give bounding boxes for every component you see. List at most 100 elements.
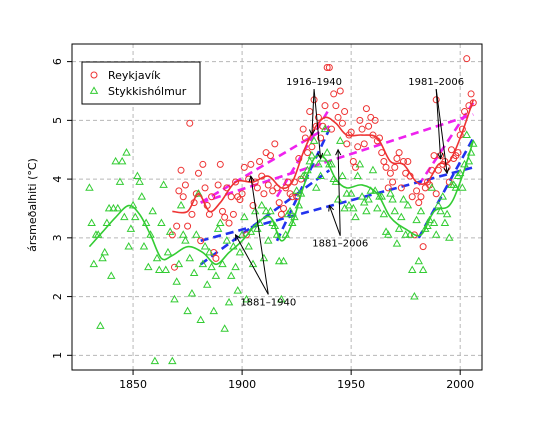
- point-stykkisholmur: [257, 200, 266, 209]
- point-reykjavik: [349, 157, 357, 165]
- annotation-arrowhead: [437, 152, 444, 160]
- point-stykkisholmur: [355, 159, 365, 168]
- point-reykjavik: [299, 125, 307, 133]
- point-reykjavik: [221, 213, 229, 221]
- annotation-label: 1916–1940: [286, 77, 342, 88]
- point-stykkisholmur: [233, 286, 243, 294]
- annotation-arrowhead: [248, 175, 255, 183]
- point-stykkisholmur: [362, 206, 371, 215]
- y-tick-label: 5: [51, 117, 64, 124]
- point-stykkisholmur: [429, 218, 439, 227]
- point-stykkisholmur: [272, 230, 282, 238]
- point-stykkisholmur: [189, 268, 199, 276]
- point-reykjavik: [277, 210, 285, 218]
- x-tick-label: 1950: [337, 378, 365, 391]
- x-tick-label: 1850: [119, 378, 147, 391]
- point-stykkisholmur: [100, 247, 109, 256]
- point-reykjavik: [314, 113, 322, 121]
- point-stykkisholmur: [183, 306, 192, 315]
- point-stykkisholmur: [414, 256, 424, 265]
- point-stykkisholmur: [113, 203, 123, 212]
- point-stykkisholmur: [279, 256, 288, 265]
- point-reykjavik: [179, 193, 187, 201]
- point-stykkisholmur: [133, 171, 142, 180]
- point-reykjavik: [210, 249, 218, 257]
- point-stykkisholmur: [163, 247, 173, 256]
- point-stykkisholmur: [117, 156, 127, 165]
- trend-line: [200, 166, 474, 243]
- point-stykkisholmur: [150, 356, 160, 365]
- point-stykkisholmur: [405, 230, 415, 238]
- annotation-arrow: [328, 205, 341, 236]
- y-axis-label: ársmeðalhiti (°C): [26, 158, 39, 252]
- point-reykjavik: [247, 160, 255, 168]
- point-stykkisholmur: [207, 262, 216, 271]
- point-stykkisholmur: [98, 253, 107, 262]
- point-stykkisholmur: [104, 203, 114, 212]
- point-stykkisholmur: [170, 294, 179, 303]
- point-reykjavik: [249, 202, 257, 210]
- point-reykjavik: [201, 184, 209, 192]
- point-stykkisholmur: [305, 156, 314, 165]
- trend-line: [275, 107, 331, 198]
- point-stykkisholmur: [146, 230, 155, 238]
- point-stykkisholmur: [130, 212, 140, 221]
- point-stykkisholmur: [172, 277, 181, 285]
- point-stykkisholmur: [185, 253, 195, 262]
- point-reykjavik: [354, 143, 362, 151]
- point-stykkisholmur: [122, 148, 131, 156]
- point-stykkisholmur: [346, 189, 356, 197]
- point-reykjavik: [469, 99, 477, 107]
- y-tick-label: 6: [51, 58, 64, 65]
- point-stykkisholmur: [357, 192, 367, 200]
- point-stykkisholmur: [85, 183, 94, 191]
- point-stykkisholmur: [288, 218, 297, 227]
- point-stykkisholmur: [401, 230, 410, 238]
- point-stykkisholmur: [438, 192, 448, 200]
- point-stykkisholmur: [235, 247, 245, 256]
- point-stykkisholmur: [109, 203, 118, 212]
- point-reykjavik: [280, 204, 288, 212]
- point-reykjavik: [382, 163, 390, 171]
- point-stykkisholmur: [322, 148, 332, 156]
- point-reykjavik: [301, 134, 309, 142]
- annotation-arrowhead: [235, 233, 241, 241]
- point-stykkisholmur: [168, 356, 177, 365]
- point-stykkisholmur: [135, 177, 144, 185]
- point-stykkisholmur: [416, 206, 426, 215]
- point-stykkisholmur: [410, 291, 419, 300]
- point-stykkisholmur: [178, 230, 188, 238]
- point-reykjavik: [325, 63, 333, 71]
- point-reykjavik: [275, 199, 283, 207]
- point-reykjavik: [197, 237, 205, 245]
- data-points: [85, 55, 478, 365]
- point-stykkisholmur: [87, 218, 96, 227]
- annotation-arrowhead: [335, 148, 342, 156]
- point-stykkisholmur: [213, 224, 223, 232]
- point-reykjavik: [186, 119, 194, 127]
- point-reykjavik: [214, 181, 222, 189]
- y-tick-label: 2: [51, 293, 64, 300]
- point-reykjavik: [317, 134, 325, 142]
- legend-label: Stykkishólmur: [108, 85, 187, 98]
- point-stykkisholmur: [274, 256, 284, 265]
- point-reykjavik: [365, 122, 373, 130]
- point-reykjavik: [253, 184, 261, 192]
- point-reykjavik: [173, 222, 181, 230]
- point-reykjavik: [288, 193, 296, 201]
- point-stykkisholmur: [226, 271, 236, 279]
- point-reykjavik: [212, 254, 220, 262]
- annotation-label: 1881–2006: [312, 239, 368, 250]
- point-stykkisholmur: [176, 200, 186, 209]
- point-stykkisholmur: [386, 189, 395, 197]
- point-stykkisholmur: [192, 230, 201, 238]
- point-reykjavik: [352, 163, 360, 171]
- point-stykkisholmur: [209, 306, 219, 315]
- point-stykkisholmur: [111, 156, 120, 165]
- point-stykkisholmur: [394, 224, 404, 232]
- point-reykjavik: [238, 190, 246, 198]
- point-stykkisholmur: [442, 209, 452, 218]
- annotation-arrow: [337, 149, 341, 236]
- point-stykkisholmur: [137, 192, 147, 200]
